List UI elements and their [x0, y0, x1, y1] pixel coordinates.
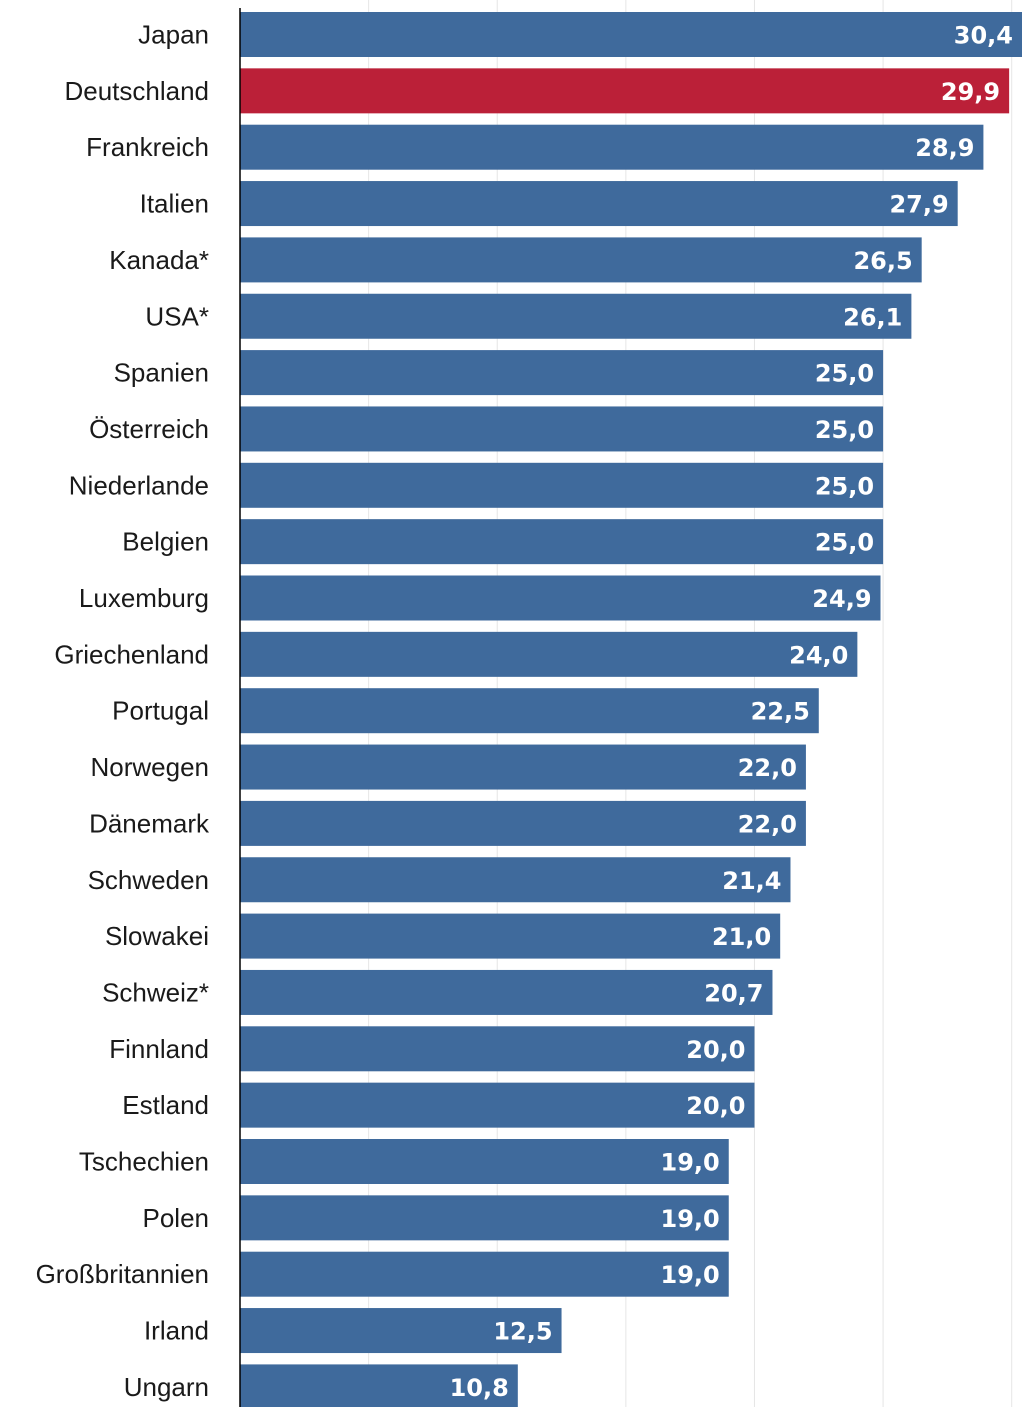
value-label: 10,8 — [450, 1374, 509, 1402]
bar — [240, 1364, 518, 1407]
bar — [240, 237, 922, 283]
category-label: Slowakei — [105, 921, 209, 951]
category-label: Deutschland — [64, 76, 209, 106]
bar — [240, 1139, 729, 1184]
value-label: 22,5 — [751, 698, 810, 726]
value-label: 12,5 — [493, 1318, 552, 1346]
value-label: 20,7 — [704, 979, 763, 1007]
bars — [240, 12, 1022, 1407]
category-label: Großbritannien — [36, 1259, 209, 1289]
category-label: Frankreich — [86, 132, 209, 162]
value-label: 22,0 — [738, 810, 797, 838]
value-label: 29,9 — [941, 78, 1000, 106]
bar — [240, 1026, 755, 1072]
category-label: Estland — [122, 1090, 209, 1120]
category-label: Finnland — [109, 1034, 209, 1064]
bar — [240, 350, 884, 396]
category-label: Ungarn — [124, 1372, 209, 1402]
bar — [240, 293, 912, 339]
value-label: 25,0 — [815, 529, 874, 557]
category-label: Polen — [143, 1203, 210, 1233]
category-label: Schweden — [88, 865, 209, 895]
value-label: 28,9 — [915, 134, 974, 162]
bar — [240, 1195, 729, 1241]
category-label: Spanien — [114, 358, 209, 388]
bar — [240, 969, 773, 1015]
category-label: Griechenland — [54, 639, 209, 669]
category-label: Tschechien — [79, 1147, 209, 1177]
bar — [240, 462, 884, 508]
category-label: Niederlande — [69, 470, 209, 500]
value-label: 21,4 — [722, 867, 781, 895]
bar — [240, 519, 884, 565]
value-label: 30,4 — [954, 22, 1013, 50]
bar — [240, 406, 884, 452]
category-label: Irland — [144, 1316, 209, 1346]
bar — [240, 1251, 729, 1297]
bar-highlight — [240, 68, 1010, 114]
bar — [240, 181, 958, 227]
value-label: 25,0 — [815, 472, 874, 500]
bar — [240, 913, 781, 959]
category-label: Österreich — [89, 414, 209, 444]
category-label: Kanada* — [109, 245, 209, 275]
value-label: 21,0 — [712, 923, 771, 951]
bar — [240, 857, 791, 903]
bar — [240, 124, 984, 170]
value-label: 22,0 — [738, 754, 797, 782]
bar — [240, 1308, 562, 1354]
bar — [240, 688, 819, 734]
category-label: Schweiz* — [102, 977, 209, 1007]
value-label: 20,0 — [686, 1092, 745, 1120]
value-label: 25,0 — [815, 360, 874, 388]
value-label: 24,0 — [789, 641, 848, 669]
value-label: 26,5 — [853, 247, 912, 275]
bar — [240, 744, 806, 790]
category-label: USA* — [145, 301, 209, 331]
category-label: Belgien — [122, 527, 209, 557]
value-label: 20,0 — [686, 1036, 745, 1064]
category-labels: Japan Deutschland Frankreich Italien Kanada*… — [36, 20, 210, 1402]
bar — [240, 12, 1022, 57]
value-label: 19,0 — [661, 1261, 720, 1289]
value-label: 24,9 — [812, 585, 871, 613]
category-label: Norwegen — [90, 752, 209, 782]
value-label: 19,0 — [661, 1149, 720, 1177]
category-label: Japan — [138, 20, 209, 50]
value-labels: 30,4 29,9 28,9 27,9 26,5 26,1 25,0 25,0 25,0 25,0… — [450, 22, 1013, 1402]
category-label: Italien — [140, 189, 209, 219]
bar — [240, 575, 881, 621]
value-label: 27,9 — [889, 191, 948, 219]
bar — [240, 631, 858, 677]
bar — [240, 800, 806, 846]
category-label: Luxemburg — [79, 583, 209, 613]
value-label: 26,1 — [843, 303, 902, 331]
bar — [240, 1082, 755, 1128]
category-label: Dänemark — [89, 808, 210, 838]
value-label: 19,0 — [661, 1205, 720, 1233]
category-label: Portugal — [112, 696, 209, 726]
value-label: 25,0 — [815, 416, 874, 444]
